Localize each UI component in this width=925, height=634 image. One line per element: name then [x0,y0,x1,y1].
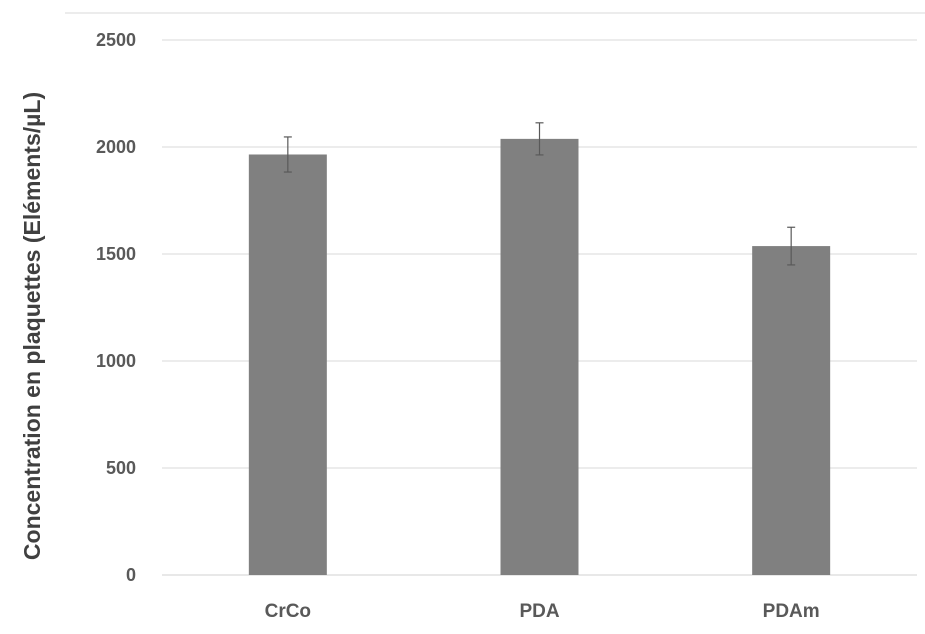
error-bar [283,136,292,173]
error-bars [283,122,796,266]
y-axis-ticks: 0 500 1000 1500 2000 2500 [96,30,136,585]
y-tick-label: 2000 [96,137,136,157]
x-tick-label: PDAm [763,601,820,622]
x-axis-ticks: CrCo PDA PDAm [265,601,820,622]
bar [752,246,831,575]
error-bar [787,226,796,266]
x-tick-label: CrCo [265,601,311,622]
error-bar [535,122,544,156]
y-axis-label: Concentration en plaquettes (Eléments/µL… [19,92,45,560]
bar [500,138,579,576]
y-tick-label: 1500 [96,244,136,264]
bar [248,154,327,576]
x-tick-label: PDA [519,601,559,622]
y-tick-label: 1000 [96,351,136,371]
bars [248,138,831,576]
y-tick-label: 0 [126,565,136,585]
y-tick-label: 500 [106,458,136,478]
y-tick-label: 2500 [96,30,136,50]
